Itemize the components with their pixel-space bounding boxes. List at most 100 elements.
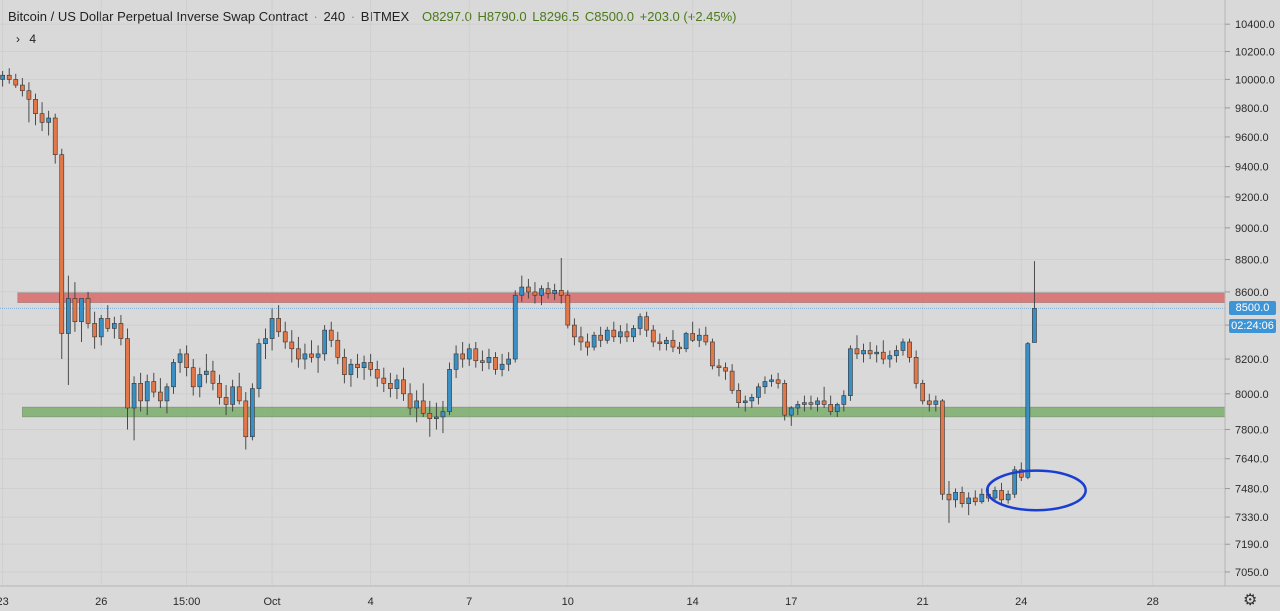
x-tick-label: 23 xyxy=(0,596,9,608)
candle xyxy=(913,350,919,389)
candle-body xyxy=(276,318,281,333)
candle-body xyxy=(512,294,518,360)
candle xyxy=(920,379,926,405)
candle-body xyxy=(828,404,834,412)
candle-body xyxy=(250,388,255,438)
candle xyxy=(348,359,354,387)
candle-body xyxy=(92,323,97,338)
gear-icon[interactable]: ⚙ xyxy=(1243,592,1258,609)
x-tick-label: 17 xyxy=(785,596,797,608)
candle-body xyxy=(736,390,742,403)
candle xyxy=(322,325,327,361)
candle xyxy=(940,399,945,500)
candle-body xyxy=(296,348,301,360)
candle xyxy=(598,326,604,348)
candle xyxy=(171,359,176,394)
candle xyxy=(335,331,341,365)
candle xyxy=(604,326,610,344)
candle-body xyxy=(526,286,531,293)
candle-body xyxy=(342,357,347,375)
candle-body xyxy=(151,381,157,393)
candle-body xyxy=(742,400,748,403)
candle xyxy=(611,321,617,342)
candle-body xyxy=(874,351,880,355)
candle-body xyxy=(263,338,268,344)
candle xyxy=(1005,490,1011,504)
candle xyxy=(677,341,682,354)
candle xyxy=(309,340,314,363)
candle-body xyxy=(572,324,577,338)
resistance-zone xyxy=(17,292,1226,303)
candle xyxy=(650,325,656,348)
candle xyxy=(894,345,899,363)
chevron-right-icon: › xyxy=(16,32,20,46)
candle-body xyxy=(184,353,189,368)
candle-body xyxy=(821,400,827,405)
candle-body xyxy=(315,353,321,358)
x-tick-label: 26 xyxy=(95,596,107,608)
candle xyxy=(723,362,728,380)
candle xyxy=(683,331,689,353)
candle-body xyxy=(545,288,551,294)
candle-body xyxy=(894,350,899,356)
candle xyxy=(749,393,755,408)
candle-body xyxy=(322,329,327,355)
candle-body xyxy=(749,397,755,402)
candle xyxy=(151,372,157,398)
x-tick-label: Oct xyxy=(264,596,281,608)
candle-body xyxy=(782,383,788,416)
candle xyxy=(907,338,912,363)
candle-body xyxy=(834,404,840,412)
candle-body xyxy=(650,329,656,343)
candle xyxy=(118,315,124,346)
candle xyxy=(414,390,419,423)
candle xyxy=(585,333,590,356)
candle-body xyxy=(72,298,78,323)
candle xyxy=(138,372,143,412)
candle xyxy=(1025,341,1031,480)
close-value: C8500.0 xyxy=(584,9,635,24)
candle xyxy=(112,316,117,339)
candle xyxy=(1012,466,1018,498)
candle xyxy=(144,374,150,416)
indicators-toggle[interactable]: › 4 xyxy=(16,32,36,46)
candle xyxy=(92,311,97,349)
x-tick-label: 24 xyxy=(1015,596,1027,608)
candle-body xyxy=(1012,469,1018,495)
candle-body xyxy=(788,407,794,416)
candle xyxy=(460,341,465,368)
candle xyxy=(900,338,906,356)
candle-body xyxy=(59,154,65,334)
candle xyxy=(33,93,38,126)
candle xyxy=(539,285,544,306)
candle xyxy=(657,333,663,351)
candle xyxy=(355,353,360,379)
candle-body xyxy=(420,400,426,414)
candle-body xyxy=(565,294,571,326)
candle-body xyxy=(394,379,400,389)
symbol-title[interactable]: Bitcoin / US Dollar Perpetual Inverse Sw… xyxy=(8,9,308,24)
candle-body xyxy=(460,353,465,360)
candle xyxy=(959,486,965,508)
candle-body xyxy=(33,99,38,114)
candle xyxy=(473,341,479,368)
x-tick-label: 14 xyxy=(687,596,699,608)
candle xyxy=(788,406,794,426)
candle xyxy=(565,290,571,329)
candle-body xyxy=(762,381,768,388)
candle xyxy=(591,331,597,351)
candle-body xyxy=(519,286,525,296)
candle xyxy=(6,68,12,84)
candle xyxy=(736,383,742,408)
candle-body xyxy=(112,323,117,329)
candle xyxy=(690,321,696,342)
candle-body xyxy=(427,413,433,420)
chart-grid xyxy=(0,0,1225,586)
candle xyxy=(933,395,939,412)
interval-label[interactable]: 240 xyxy=(323,9,346,24)
candle-body xyxy=(926,400,932,405)
last-price-badge: 8500.0 xyxy=(1229,301,1276,316)
candle-body xyxy=(992,490,998,499)
candle-body xyxy=(618,331,623,338)
